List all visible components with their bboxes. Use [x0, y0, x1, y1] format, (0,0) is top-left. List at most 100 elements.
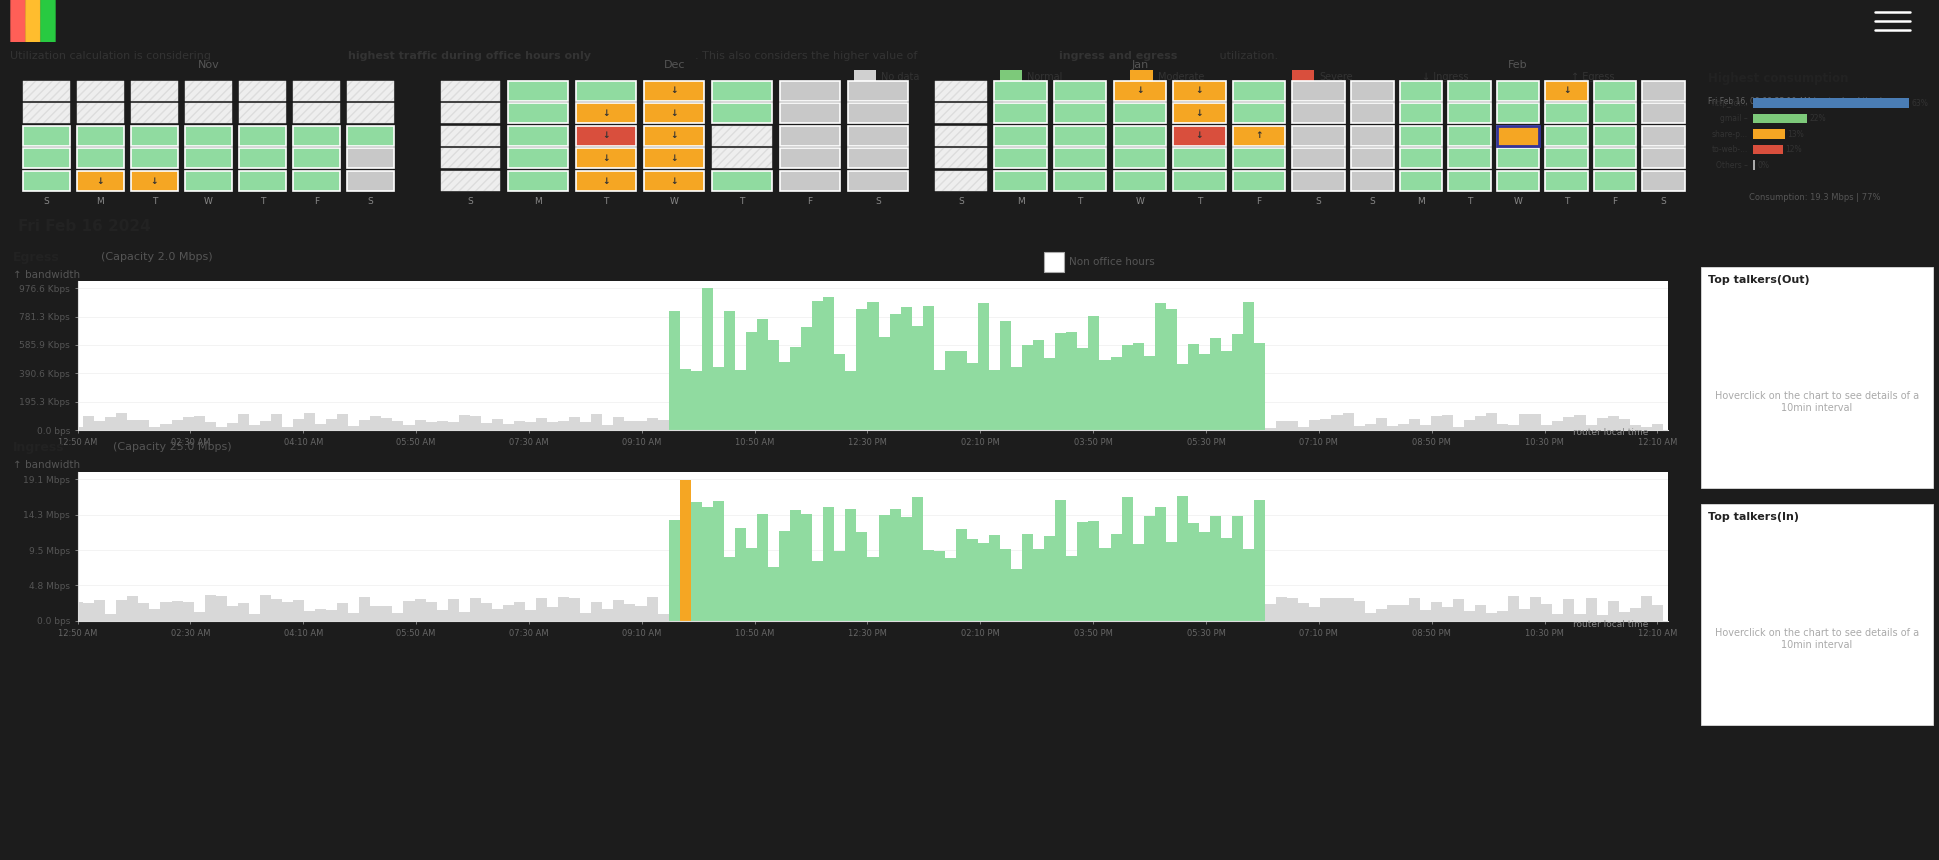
Bar	[469, 599, 481, 621]
Bar	[23, 171, 70, 191]
Bar	[712, 81, 772, 101]
Bar	[1113, 126, 1165, 145]
Bar	[1530, 414, 1542, 430]
Bar	[1650, 423, 1662, 430]
Text: Hoverclick on the chart to see details of a
10min interval: Hoverclick on the chart to see details o…	[1714, 391, 1918, 413]
Bar	[1441, 415, 1452, 430]
Bar	[293, 81, 339, 101]
Text: ↑ bandwidth: ↑ bandwidth	[14, 460, 79, 470]
Text: (Capacity 2.0 Mbps): (Capacity 2.0 Mbps)	[101, 252, 213, 262]
Bar	[215, 596, 227, 621]
Bar	[995, 149, 1047, 169]
Bar	[293, 103, 339, 123]
Text: Consumption: 19.3 Mbps | 77%: Consumption: 19.3 Mbps | 77%	[1749, 193, 1879, 201]
Bar	[1396, 605, 1408, 621]
Bar	[1022, 345, 1033, 430]
Bar	[1640, 171, 1683, 191]
Bar	[977, 304, 989, 430]
Bar	[481, 604, 493, 621]
Bar	[712, 501, 723, 621]
Text: W: W	[204, 197, 213, 206]
Bar	[1144, 356, 1154, 430]
Bar	[1350, 171, 1392, 191]
Bar	[1113, 149, 1165, 169]
Bar	[624, 604, 636, 621]
Bar	[184, 171, 233, 191]
Bar	[1210, 516, 1220, 621]
Bar	[349, 613, 359, 621]
Bar	[735, 370, 747, 430]
Bar	[1309, 420, 1320, 430]
Bar	[1231, 334, 1243, 430]
Bar	[493, 419, 502, 430]
Bar	[138, 603, 149, 621]
Bar	[1053, 103, 1105, 123]
Bar	[747, 548, 756, 621]
Bar	[78, 171, 124, 191]
Text: T: T	[151, 197, 157, 206]
Bar	[171, 421, 182, 430]
Bar	[138, 421, 149, 430]
Bar	[1640, 103, 1683, 123]
Text: S: S	[1369, 197, 1375, 206]
Bar	[1574, 614, 1584, 621]
Bar	[1165, 310, 1177, 430]
Bar	[1408, 599, 1419, 621]
Bar	[1497, 611, 1507, 621]
Bar	[989, 535, 999, 621]
Bar	[756, 319, 768, 430]
Bar	[576, 81, 636, 101]
Bar	[853, 70, 874, 83]
Bar	[1419, 425, 1431, 430]
Bar	[933, 551, 944, 621]
Bar	[83, 416, 95, 430]
Bar	[1617, 420, 1629, 430]
Text: T: T	[1076, 197, 1082, 206]
Bar	[293, 419, 304, 430]
Bar	[508, 149, 568, 169]
Bar	[238, 603, 248, 621]
Bar	[1165, 543, 1177, 621]
Bar	[149, 609, 161, 621]
Bar	[1066, 332, 1076, 430]
Bar	[1231, 149, 1284, 169]
Bar	[1173, 103, 1225, 123]
Bar	[636, 605, 646, 621]
Bar	[812, 561, 822, 621]
Bar	[855, 310, 867, 430]
Text: W: W	[669, 197, 679, 206]
Bar	[1596, 615, 1607, 621]
Bar	[281, 602, 293, 621]
Bar	[679, 480, 690, 621]
Bar	[1363, 424, 1375, 430]
Bar	[1066, 556, 1076, 621]
Bar	[535, 598, 547, 621]
Bar	[130, 126, 178, 145]
Bar	[1132, 544, 1144, 621]
Bar	[944, 352, 956, 430]
Bar	[576, 171, 636, 191]
Bar	[735, 528, 747, 621]
Bar	[679, 369, 690, 430]
Bar	[425, 422, 436, 430]
Bar	[1144, 516, 1154, 621]
Bar	[281, 427, 293, 430]
Bar	[359, 420, 370, 430]
Bar	[1441, 607, 1452, 621]
Bar	[1173, 81, 1225, 101]
Bar	[1485, 613, 1497, 621]
Bar	[215, 427, 227, 430]
Bar	[1701, 504, 1931, 725]
Bar	[1617, 611, 1629, 621]
Text: Fri Feb 16 2024: Fri Feb 16 2024	[17, 218, 151, 234]
Bar	[591, 414, 601, 430]
Text: 12%: 12%	[1784, 145, 1801, 154]
Bar	[184, 103, 233, 123]
Bar	[347, 171, 394, 191]
Bar	[72, 427, 83, 430]
Bar	[1495, 149, 1538, 169]
Bar	[1053, 81, 1105, 101]
Bar	[1518, 415, 1530, 430]
Bar	[613, 416, 624, 430]
Text: S: S	[43, 197, 48, 206]
